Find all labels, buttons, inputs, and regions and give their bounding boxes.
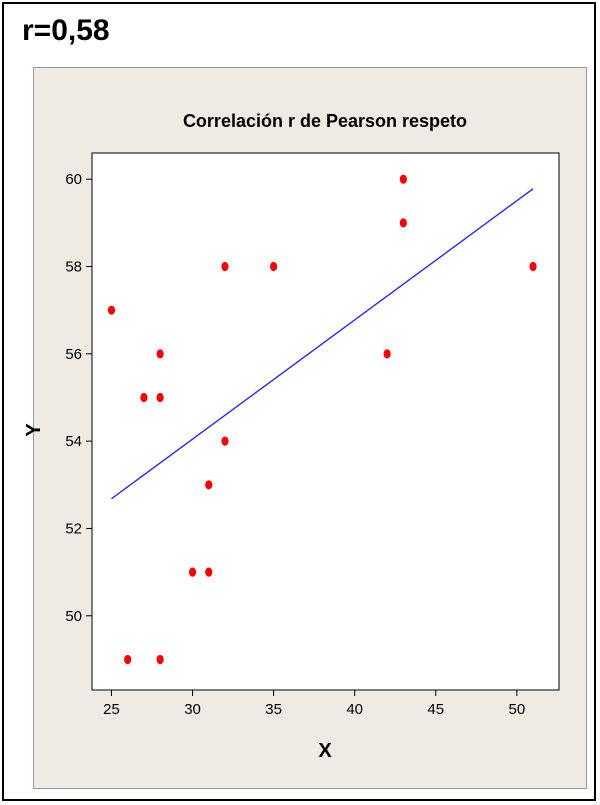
data-point [205,480,213,490]
plot-area [91,152,560,691]
data-point [140,392,148,403]
data-point [124,654,132,665]
data-point [529,261,537,272]
x-tick-label: 50 [508,701,525,718]
data-point [188,567,197,577]
correlation-label: r=0,58 [22,14,110,47]
y-axis-title: Y [23,423,45,437]
y-tick-label: 60 [65,171,82,188]
data-point [399,174,407,184]
x-tick-label: 45 [427,701,444,718]
chart-title: Correlación r de Pearson respeto [183,111,467,131]
regression-line [111,188,534,500]
y-tick-label: 52 [65,520,82,537]
data-point [383,349,391,359]
y-tick-label: 56 [65,346,82,363]
data-point [156,349,164,359]
data-point [205,567,213,577]
data-point [270,261,278,272]
x-tick-label: 35 [265,701,282,718]
data-point [156,654,164,665]
y-tick-label: 54 [65,433,82,450]
y-tick-label: 50 [65,608,82,625]
data-point [156,392,164,403]
x-tick-label: 30 [184,701,201,718]
x-tick-label: 40 [346,701,363,718]
x-axis-title: X [318,740,332,762]
data-point [221,261,229,272]
data-point [399,218,407,228]
y-tick-label: 58 [65,259,82,276]
x-tick-label: 25 [103,701,120,718]
data-point [221,436,229,446]
data-point [107,305,116,315]
